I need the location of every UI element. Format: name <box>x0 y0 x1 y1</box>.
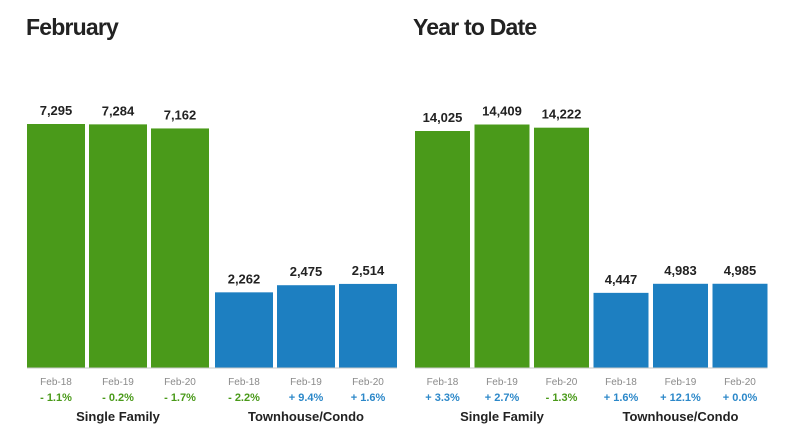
change-label: - 2.2% <box>228 392 260 404</box>
bar-single-family-2 <box>151 128 209 368</box>
bar-value-label: 2,475 <box>290 264 323 279</box>
bar-value-label: 7,162 <box>164 107 197 122</box>
change-label: + 0.0% <box>723 392 758 404</box>
bar-value-label: 14,409 <box>482 104 522 119</box>
bar-single-family-0 <box>27 124 85 368</box>
x-tick-label: Feb-19 <box>665 377 697 388</box>
bar-value-label: 7,284 <box>102 103 135 118</box>
change-label: + 3.3% <box>425 392 460 404</box>
change-label: - 0.2% <box>102 392 134 404</box>
change-label: + 12.1% <box>660 392 701 404</box>
change-label: - 1.7% <box>164 392 196 404</box>
x-tick-label: Feb-18 <box>427 377 459 388</box>
bar-value-label: 4,447 <box>605 272 638 287</box>
x-tick-label: Feb-19 <box>290 377 322 388</box>
bar-single-family-1 <box>89 124 147 368</box>
bar-townhouse-1 <box>653 283 708 368</box>
x-tick-label: Feb-18 <box>228 377 260 388</box>
bar-townhouse-0 <box>593 292 649 368</box>
bar-value-label: 2,262 <box>228 271 261 286</box>
bar-townhouse-1 <box>277 285 335 368</box>
change-label: + 1.6% <box>351 392 386 404</box>
change-label: + 2.7% <box>485 392 520 404</box>
x-tick-label: Feb-19 <box>486 377 518 388</box>
bar-single-family-2 <box>534 127 589 368</box>
bar-townhouse-0 <box>215 292 273 368</box>
change-label: + 1.6% <box>604 392 639 404</box>
group-label: Townhouse/Condo <box>622 409 738 424</box>
bar-value-label: 4,983 <box>664 263 697 278</box>
x-tick-label: Feb-20 <box>546 377 578 388</box>
group-label: Townhouse/Condo <box>248 409 364 424</box>
bar-value-label: 14,025 <box>423 110 463 125</box>
x-tick-label: Feb-18 <box>605 377 637 388</box>
chart-title-february: February <box>26 14 119 40</box>
group-label: Single Family <box>76 409 161 424</box>
bar-value-label: 7,295 <box>40 103 73 118</box>
bar-single-family-0 <box>415 131 470 368</box>
bar-value-label: 2,514 <box>352 263 385 278</box>
x-tick-label: Feb-20 <box>724 377 756 388</box>
group-label: Single Family <box>460 409 545 424</box>
bar-single-family-1 <box>474 124 530 368</box>
x-tick-label: Feb-20 <box>164 377 196 388</box>
change-label: + 9.4% <box>289 392 324 404</box>
bar-townhouse-2 <box>712 283 768 368</box>
change-label: - 1.3% <box>546 392 578 404</box>
bar-townhouse-2 <box>339 283 397 368</box>
bar-value-label: 14,222 <box>542 107 582 122</box>
chart-title-year-to-date: Year to Date <box>413 14 537 40</box>
x-tick-label: Feb-18 <box>40 377 72 388</box>
bar-value-label: 4,985 <box>724 263 757 278</box>
x-tick-label: Feb-20 <box>352 377 384 388</box>
x-tick-label: Feb-19 <box>102 377 134 388</box>
change-label: - 1.1% <box>40 392 72 404</box>
